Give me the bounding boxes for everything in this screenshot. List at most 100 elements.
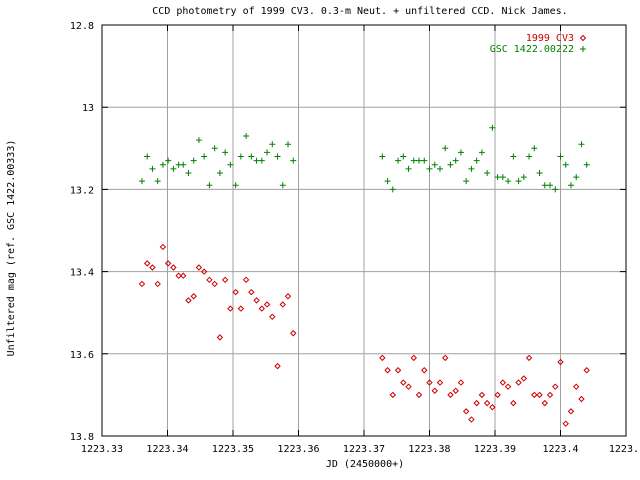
data-point — [232, 288, 239, 296]
data-point — [285, 141, 292, 148]
data-point — [562, 161, 569, 168]
data-point — [515, 379, 522, 386]
data-point — [227, 305, 234, 312]
data-point — [195, 264, 203, 271]
data-point — [159, 243, 167, 251]
data-point — [379, 153, 386, 160]
x-tick-label: 1223.36 — [277, 444, 319, 455]
data-point — [389, 186, 396, 193]
x-tick-label: 1223.33 — [81, 444, 123, 455]
data-point — [263, 301, 271, 308]
x-tick-label: 1223.35 — [212, 444, 254, 455]
data-point — [567, 408, 575, 415]
data-point — [175, 272, 182, 279]
data-point — [384, 178, 391, 185]
x-tick-label: 1223.39 — [474, 444, 516, 455]
data-point — [499, 379, 507, 386]
data-point — [253, 297, 260, 304]
data-point — [405, 383, 412, 390]
data-point — [154, 178, 161, 185]
data-point — [201, 153, 208, 160]
data-point — [520, 375, 528, 382]
x-tick-label: 1223.34 — [146, 444, 188, 455]
data-point — [253, 157, 260, 164]
data-point — [284, 293, 292, 300]
data-point — [415, 391, 423, 399]
y-axis-label: Unfiltered mag (ref. GSC 1422.00333) — [6, 140, 17, 357]
data-point — [552, 383, 559, 390]
data-point — [489, 404, 496, 411]
data-point — [536, 169, 543, 176]
data-point — [484, 169, 491, 176]
data-point — [237, 305, 245, 312]
data-point — [573, 383, 580, 390]
data-point — [494, 174, 501, 181]
data-point — [452, 157, 459, 164]
data-point — [154, 280, 161, 288]
data-point — [541, 182, 548, 189]
data-point — [248, 288, 255, 296]
legend-label: 1999 CV3 — [526, 33, 574, 44]
data-point — [552, 186, 559, 193]
data-point — [290, 157, 297, 164]
data-point — [442, 145, 449, 152]
data-point — [206, 182, 213, 189]
data-point — [242, 276, 250, 284]
data-point — [200, 268, 208, 275]
data-point — [510, 153, 517, 160]
data-point — [379, 354, 386, 362]
data-point — [269, 141, 276, 148]
data-point — [248, 153, 255, 160]
data-point — [520, 174, 527, 181]
data-point — [457, 149, 464, 156]
data-point — [190, 157, 197, 164]
data-point — [190, 293, 197, 300]
data-point — [463, 178, 470, 185]
data-point — [258, 305, 266, 312]
grid — [102, 25, 626, 436]
data-point — [258, 157, 265, 164]
data-point — [384, 367, 391, 374]
data-point — [237, 153, 244, 160]
data-point — [269, 313, 276, 321]
legend-label: GSC 1422.00222 — [490, 44, 574, 55]
data-point — [395, 157, 402, 164]
data-point — [170, 165, 177, 172]
data-point — [546, 391, 554, 399]
data-point — [447, 161, 454, 168]
data-point — [562, 420, 569, 427]
x-tick-label: 1223.38 — [408, 444, 450, 455]
data-point — [578, 141, 585, 148]
data-points — [138, 124, 590, 427]
data-point — [279, 301, 286, 308]
data-point — [452, 387, 459, 394]
data-point — [515, 178, 522, 185]
y-tick-label: 13 — [82, 103, 94, 114]
legend-marker — [580, 46, 586, 52]
data-point — [138, 280, 146, 288]
x-axis-ticks: 1223.33 1223.34 1223.35 1223.36 1223.37 1223.… — [81, 25, 639, 455]
data-point — [165, 157, 172, 164]
data-point — [274, 362, 281, 370]
data-point — [149, 165, 156, 172]
y-tick-label: 12.8 — [70, 21, 94, 32]
y-tick-label: 13.6 — [70, 350, 94, 361]
data-point — [531, 391, 538, 399]
data-point — [442, 354, 449, 362]
x-axis-label: JD (2450000+) — [326, 459, 404, 470]
chart-title: CCD photometry of 1999 CV3. 0.3-m Neut. … — [152, 6, 567, 17]
data-point — [489, 124, 496, 131]
series-1 — [138, 124, 590, 193]
data-point — [216, 334, 224, 341]
data-point — [436, 379, 444, 386]
data-point — [499, 174, 506, 181]
data-point — [180, 272, 187, 279]
series-0 — [138, 243, 590, 427]
x-tick-label: 1223.37 — [343, 444, 385, 455]
data-point — [211, 280, 218, 288]
data-point — [583, 161, 590, 168]
y-tick-label: 13.2 — [70, 185, 94, 196]
